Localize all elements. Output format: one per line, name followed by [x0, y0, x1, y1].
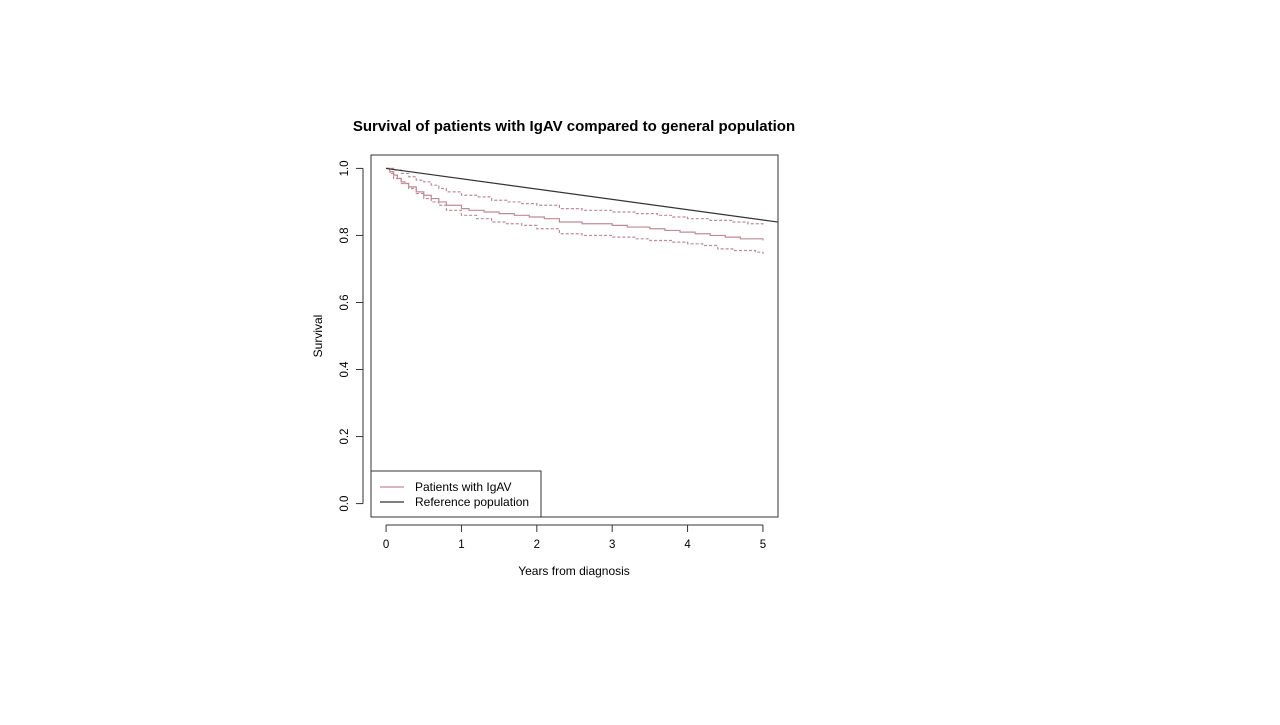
- y-tick-label-1: 0.2: [339, 429, 351, 445]
- chart-title: Survival of patients with IgAV compared …: [353, 118, 795, 135]
- y-tick-label-4: 0.8: [339, 227, 351, 243]
- legend-label-0: Patients with IgAV: [415, 480, 512, 494]
- y-tick-label-3: 0.6: [339, 294, 351, 310]
- x-tick-label-1: 1: [458, 539, 464, 551]
- legend-label-1: Reference population: [415, 495, 529, 509]
- series-line-3: [385, 167, 779, 223]
- x-tick-label-0: 0: [383, 539, 389, 551]
- x-tick-label-2: 2: [534, 539, 540, 551]
- plot-frame: [370, 154, 779, 518]
- series-line-0: [386, 167, 764, 241]
- y-axis-label: Survival: [311, 315, 325, 358]
- series-line-1: [386, 167, 764, 226]
- y-tick-label-2: 0.4: [339, 361, 351, 378]
- series-line-2: [386, 167, 764, 254]
- x-axis-label: Years from diagnosis: [518, 564, 630, 578]
- legend-box: [370, 470, 542, 518]
- x-tick-label-5: 5: [760, 539, 766, 551]
- y-tick-label-5: 1.0: [339, 160, 351, 176]
- plot-area: 0 1 2 3 4 5 0.0 0.2 0.4 0.6 0.8 1.0 Patients with Ig…: [339, 154, 779, 551]
- x-tick-label-4: 4: [684, 539, 691, 551]
- x-tick-label-3: 3: [609, 539, 615, 551]
- y-tick-label-0: 0.0: [339, 496, 351, 512]
